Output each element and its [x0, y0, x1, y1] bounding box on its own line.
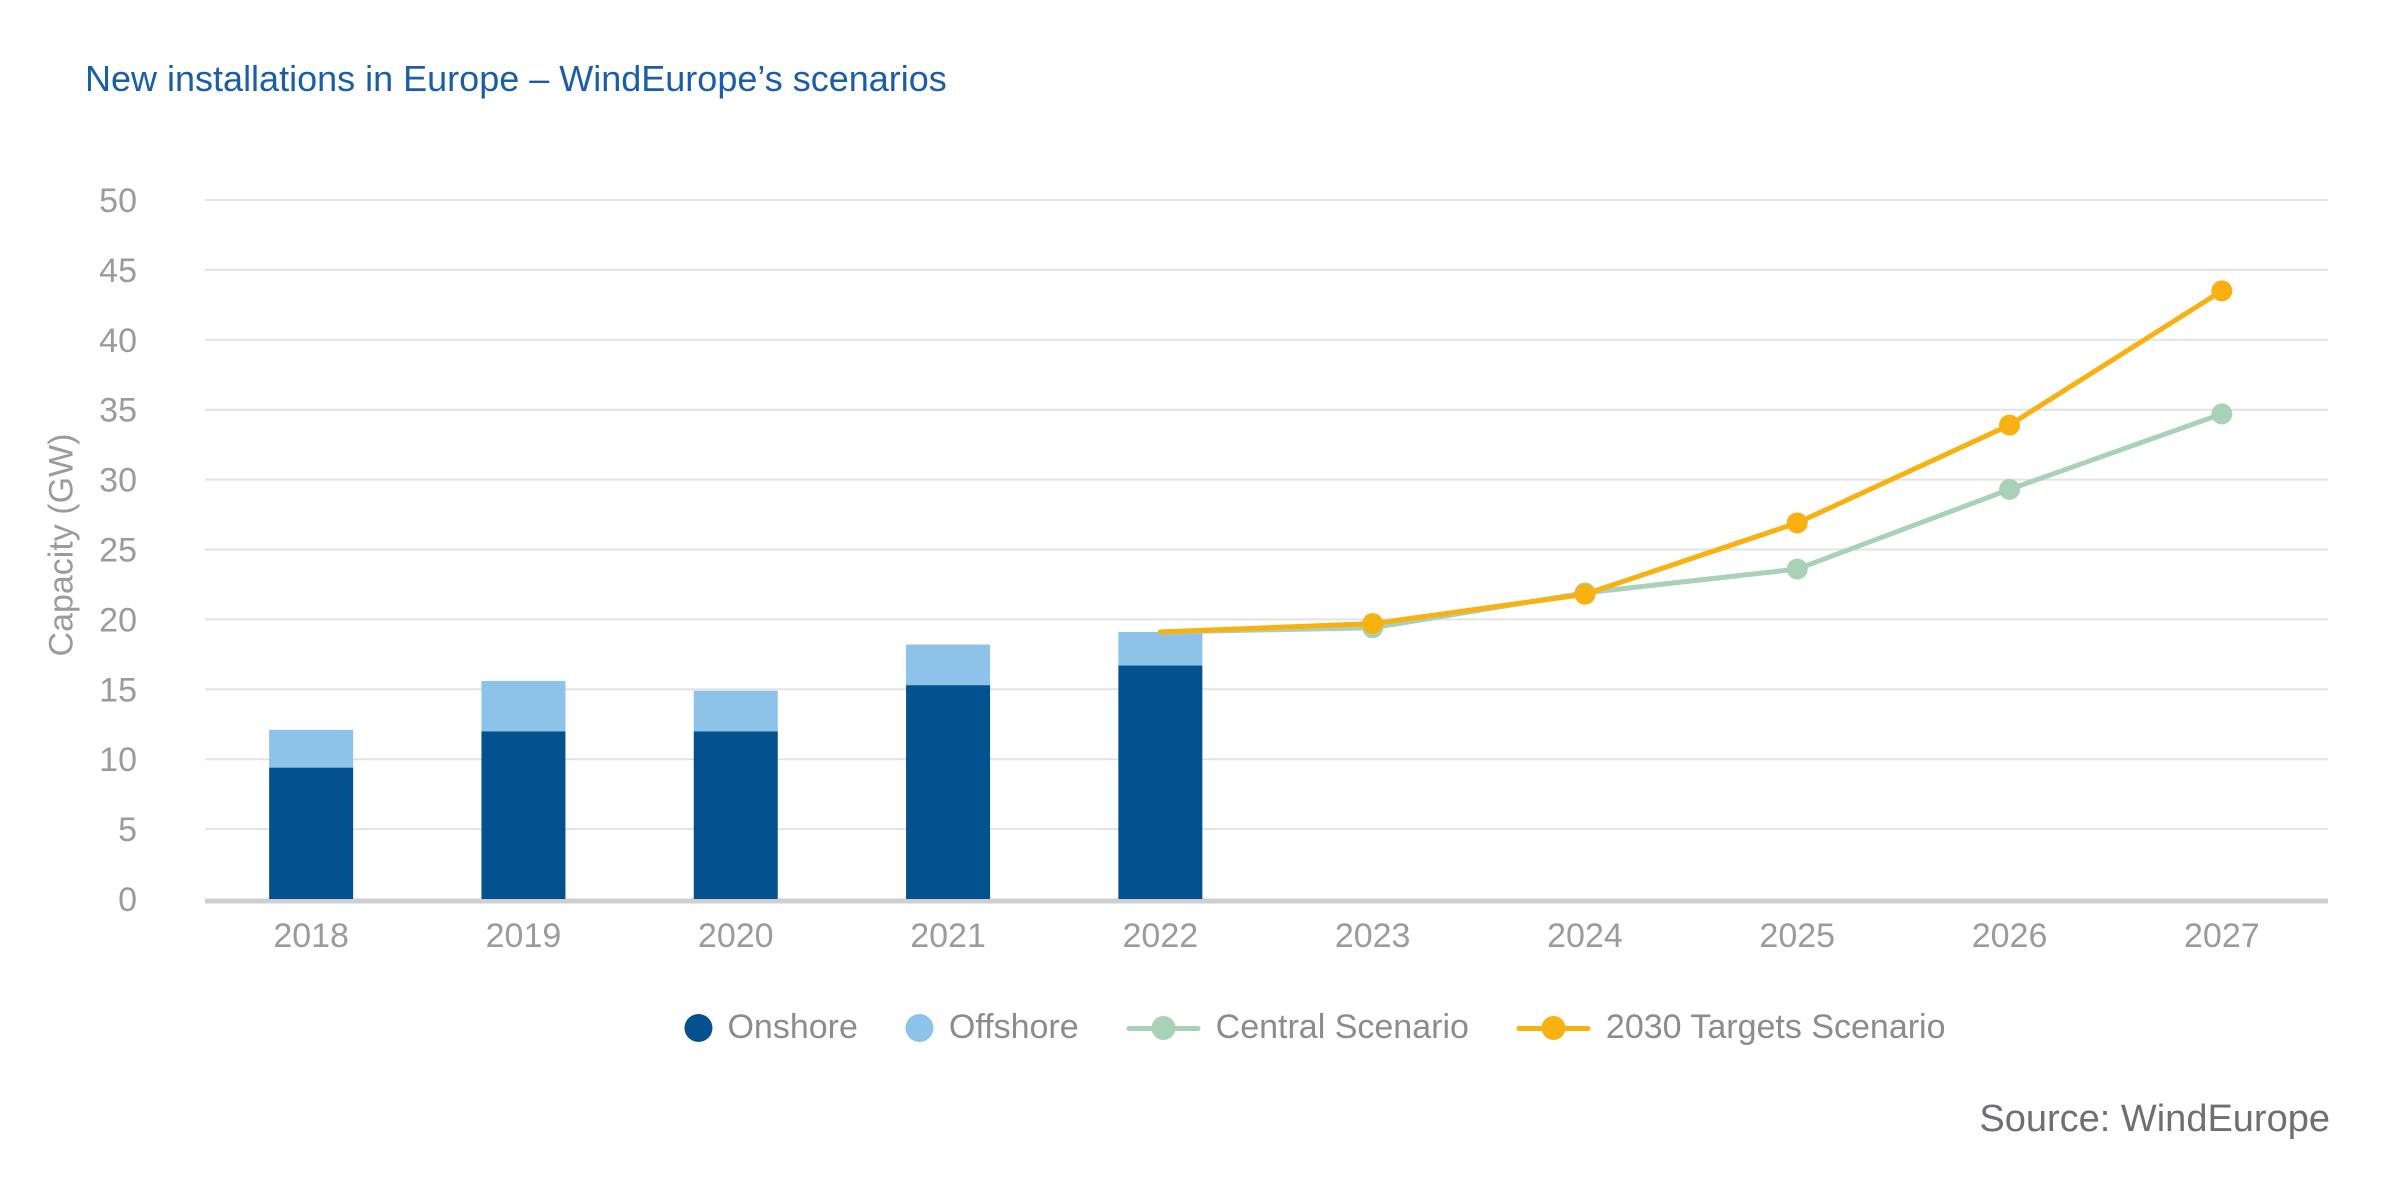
chart-legend: Onshore Offshore Central Scenario 2030 T… — [684, 1008, 1946, 1047]
x-tick-label: 2027 — [2184, 917, 2260, 955]
offshore-swatch-icon — [905, 1013, 934, 1042]
data-point-marker — [1574, 583, 1596, 605]
x-tick-label: 2026 — [1972, 917, 2048, 955]
data-point-marker — [1999, 478, 2021, 500]
bar-offshore — [693, 690, 778, 732]
y-axis-title: Capacity (GW) — [42, 433, 81, 657]
y-tick-label: 50 — [99, 182, 137, 220]
central-scenario-swatch-icon — [1126, 1014, 1201, 1042]
y-tick-label: 45 — [99, 252, 137, 290]
bar-offshore — [906, 644, 991, 686]
data-point-marker — [2211, 280, 2233, 302]
data-point-marker — [1786, 512, 1808, 534]
data-point-marker — [1362, 613, 1384, 635]
x-tick-label: 2025 — [1759, 917, 1835, 955]
bar-onshore — [693, 731, 778, 899]
bar-onshore — [906, 685, 991, 899]
y-tick-label: 20 — [99, 601, 137, 639]
y-tick-label: 35 — [99, 392, 137, 430]
x-tick-label: 2022 — [1123, 917, 1199, 955]
y-tick-label: 40 — [99, 322, 137, 360]
bar-onshore — [1118, 665, 1203, 899]
targets-scenario-swatch-icon — [1516, 1014, 1591, 1042]
legend-item-onshore: Onshore — [684, 1008, 858, 1047]
legend-label-central-scenario: Central Scenario — [1215, 1008, 1469, 1046]
data-point-marker — [2211, 403, 2233, 425]
bar-offshore — [481, 680, 566, 732]
legend-label-2030-targets: 2030 Targets Scenario — [1605, 1008, 1946, 1046]
x-tick-label: 2018 — [273, 917, 349, 955]
y-tick-label: 10 — [99, 741, 137, 779]
legend-label-onshore: Onshore — [727, 1008, 858, 1046]
data-point-marker — [1999, 414, 2021, 436]
legend-item-central-scenario: Central Scenario — [1126, 1008, 1469, 1047]
line-2030-targets — [1157, 288, 2225, 635]
legend-label-offshore: Offshore — [948, 1008, 1079, 1046]
bar-onshore — [481, 731, 566, 899]
y-tick-label: 5 — [118, 811, 137, 849]
source-attribution: Source: WindEurope — [1979, 1098, 2330, 1140]
onshore-swatch-icon — [684, 1013, 713, 1042]
x-tick-label: 2019 — [486, 917, 562, 955]
y-tick-label: 30 — [99, 462, 137, 500]
y-tick-label: 25 — [99, 532, 137, 570]
bar-onshore — [269, 767, 354, 899]
bar-offshore — [1118, 631, 1203, 666]
x-tick-label: 2024 — [1547, 917, 1623, 955]
legend-item-offshore: Offshore — [905, 1008, 1079, 1047]
line-central-scenario — [1157, 411, 2225, 635]
data-point-marker — [1786, 558, 1808, 580]
chart-title: New installations in Europe – WindEurope… — [85, 58, 947, 99]
y-tick-label: 15 — [99, 671, 137, 709]
x-tick-label: 2023 — [1335, 917, 1411, 955]
bar-offshore — [269, 729, 354, 768]
y-tick-label: 0 — [118, 881, 137, 919]
x-tick-label: 2020 — [698, 917, 774, 955]
legend-item-2030-targets: 2030 Targets Scenario — [1516, 1008, 1946, 1047]
x-tick-label: 2021 — [910, 917, 986, 955]
